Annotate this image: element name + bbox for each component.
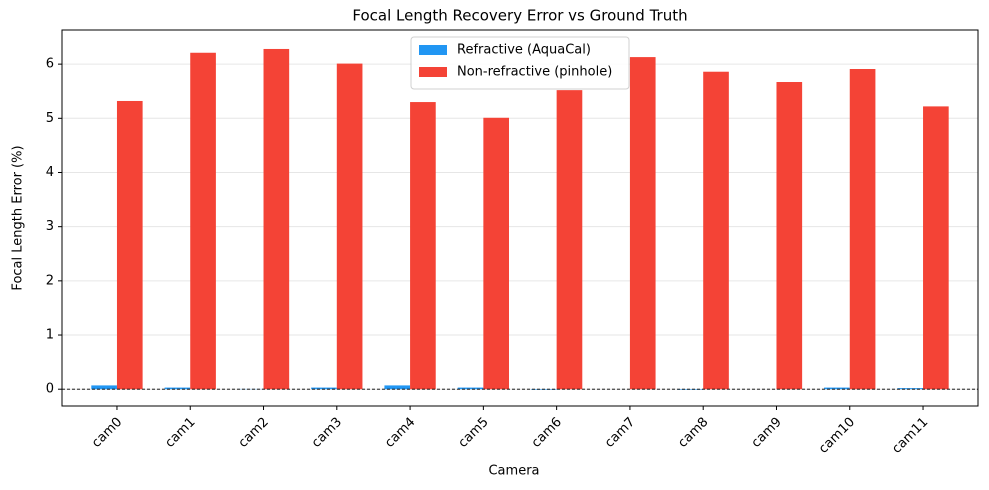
bar bbox=[629, 57, 656, 390]
y-tick-label: 2 bbox=[46, 273, 54, 288]
x-tick-label: cam7 bbox=[602, 415, 638, 451]
y-tick-label: 1 bbox=[46, 328, 54, 343]
x-tick-label: cam8 bbox=[675, 415, 711, 451]
bar bbox=[384, 385, 411, 390]
bar bbox=[311, 387, 337, 390]
bar bbox=[776, 82, 803, 390]
y-tick-label: 4 bbox=[46, 165, 54, 180]
x-tick-label: cam11 bbox=[889, 415, 931, 457]
x-tick-label: cam2 bbox=[236, 415, 272, 451]
bar bbox=[483, 117, 510, 390]
bar bbox=[703, 71, 729, 390]
bar bbox=[556, 90, 583, 390]
x-tick-label: cam4 bbox=[382, 415, 418, 451]
bar bbox=[336, 63, 363, 390]
x-tick-label: cam3 bbox=[309, 415, 345, 451]
bar bbox=[164, 387, 191, 390]
chart-title: Focal Length Recovery Error vs Ground Tr… bbox=[352, 7, 687, 25]
x-tick-label: cam6 bbox=[529, 415, 565, 451]
bar bbox=[116, 100, 143, 390]
bar bbox=[410, 102, 436, 390]
bar bbox=[91, 385, 117, 390]
bar bbox=[457, 387, 484, 390]
legend-box bbox=[410, 36, 630, 90]
bar bbox=[897, 388, 924, 390]
x-tick-label: cam5 bbox=[456, 415, 492, 451]
bar bbox=[190, 52, 216, 390]
bar bbox=[677, 389, 704, 390]
legend-label: Refractive (AquaCal) bbox=[457, 43, 591, 58]
x-tick-label: cam0 bbox=[89, 415, 125, 451]
bar bbox=[849, 69, 876, 390]
x-tick-label: cam1 bbox=[162, 415, 198, 451]
legend-swatch bbox=[419, 45, 447, 55]
bar bbox=[263, 48, 290, 390]
x-axis-label: Camera bbox=[488, 464, 539, 479]
legend-swatch bbox=[419, 67, 447, 77]
x-tick-label: cam9 bbox=[749, 415, 785, 451]
y-tick-label: 0 bbox=[46, 382, 54, 397]
y-tick-label: 3 bbox=[46, 219, 54, 234]
plot-frame bbox=[61, 29, 979, 407]
legend-label: Non-refractive (pinhole) bbox=[457, 65, 612, 80]
bar bbox=[923, 106, 949, 390]
y-tick-label: 6 bbox=[46, 57, 54, 72]
bar bbox=[824, 387, 850, 390]
y-axis-label: Focal Length Error (%) bbox=[11, 145, 26, 290]
legend: Refractive (AquaCal) Non-refractive (pinh… bbox=[410, 36, 630, 90]
y-tick-label: 5 bbox=[46, 111, 54, 126]
x-tick-label: cam10 bbox=[816, 415, 858, 457]
